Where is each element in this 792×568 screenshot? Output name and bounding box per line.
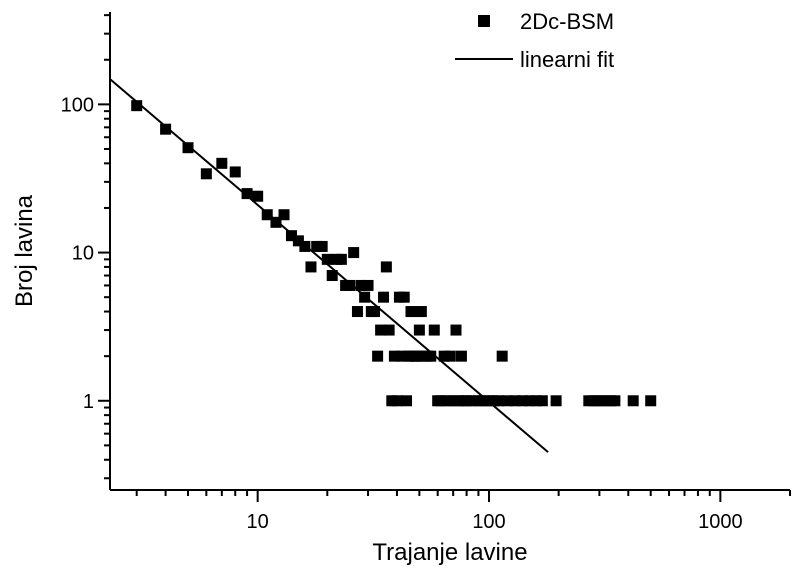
data-point xyxy=(598,395,610,407)
data-point xyxy=(375,324,387,336)
data-point xyxy=(509,395,521,407)
data-point xyxy=(326,270,338,282)
data-point xyxy=(380,261,392,273)
data-point xyxy=(550,395,562,407)
data-point xyxy=(344,279,356,291)
data-point xyxy=(493,395,505,407)
data-point xyxy=(441,395,453,407)
data-point xyxy=(450,324,462,336)
data-point xyxy=(316,240,328,252)
data-point xyxy=(351,306,363,318)
legend-label-linearni-fit: linearni fit xyxy=(520,47,614,72)
data-point xyxy=(415,306,427,318)
data-point xyxy=(461,395,473,407)
data-point xyxy=(321,253,333,265)
data-point xyxy=(536,395,548,407)
data-point xyxy=(285,230,297,242)
fit-line xyxy=(109,78,549,453)
data-point xyxy=(252,190,264,202)
fit-layer xyxy=(109,78,549,453)
data-point xyxy=(438,350,450,362)
legend-label-2dc-bsm: 2Dc-BSM xyxy=(520,9,614,34)
data-point xyxy=(467,395,479,407)
tick-labels: 10 100 1000 1 10 100 xyxy=(61,94,743,533)
data-point xyxy=(645,395,657,407)
data-point xyxy=(398,291,410,303)
data-point xyxy=(447,395,459,407)
data-point xyxy=(627,395,639,407)
data-point xyxy=(435,395,447,407)
data-point xyxy=(413,324,425,336)
y-tick-label: 10 xyxy=(72,243,94,265)
data-point xyxy=(530,395,542,407)
data-point xyxy=(405,306,417,318)
data-point xyxy=(270,216,282,228)
data-point xyxy=(200,168,212,180)
data-point xyxy=(428,324,440,336)
x-tick-label: 100 xyxy=(472,511,505,533)
x-tick-label: 10 xyxy=(247,511,269,533)
x-tick-label: 1000 xyxy=(698,511,743,533)
data-point xyxy=(425,350,437,362)
data-point xyxy=(411,350,423,362)
y-tick-label: 100 xyxy=(61,94,94,116)
data-point xyxy=(160,123,172,135)
data-point xyxy=(383,324,395,336)
data-point xyxy=(216,157,228,169)
data-point xyxy=(372,350,384,362)
points-layer xyxy=(131,100,657,407)
data-point xyxy=(362,279,374,291)
data-point xyxy=(359,291,371,303)
legend-marker-2dc-bsm xyxy=(478,15,490,27)
y-axis-title: Broj lavina xyxy=(11,194,38,307)
data-point xyxy=(455,350,467,362)
data-point xyxy=(501,395,513,407)
data-point xyxy=(496,350,508,362)
data-point xyxy=(305,261,317,273)
data-point xyxy=(299,240,311,252)
data-point xyxy=(609,395,621,407)
y-tick-label: 1 xyxy=(83,391,94,413)
data-point xyxy=(241,188,253,200)
axes xyxy=(109,12,790,491)
data-point xyxy=(391,395,403,407)
data-point xyxy=(388,350,400,362)
data-point xyxy=(131,100,143,112)
ticks xyxy=(98,14,791,502)
data-point xyxy=(524,395,536,407)
data-point xyxy=(517,395,529,407)
data-point xyxy=(348,247,360,259)
x-axis-title: Trajanje lavine xyxy=(372,539,527,566)
data-point xyxy=(378,291,390,303)
data-point xyxy=(292,235,304,247)
data-point xyxy=(278,209,290,221)
legend: 2Dc-BSM linearni fit xyxy=(455,9,614,72)
data-point xyxy=(396,350,408,362)
data-point xyxy=(182,142,194,154)
data-point xyxy=(229,166,241,178)
data-point xyxy=(335,253,347,265)
data-point xyxy=(444,350,456,362)
data-point xyxy=(369,306,381,318)
data-point xyxy=(355,279,367,291)
data-point xyxy=(261,209,273,221)
data-point xyxy=(401,395,413,407)
